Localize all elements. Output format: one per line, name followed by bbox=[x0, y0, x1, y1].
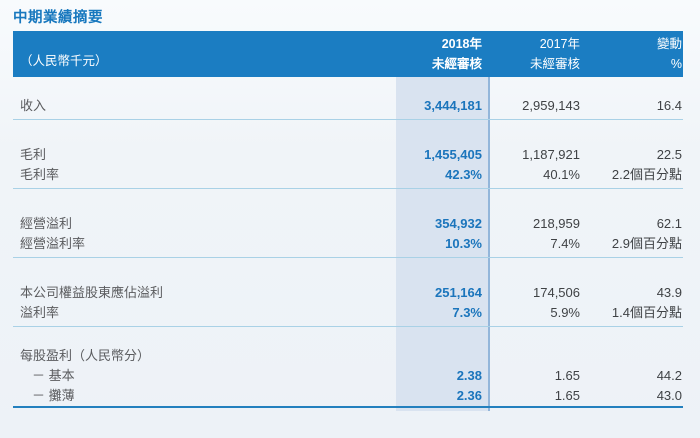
value-2018: 354,932 bbox=[435, 216, 482, 231]
row-label: － 攤薄 bbox=[32, 388, 75, 403]
unit-label-text: （人民幣千元） bbox=[20, 54, 108, 68]
header-unit-label: （人民幣千元） bbox=[13, 31, 396, 77]
value-change: 43.9 bbox=[656, 285, 682, 300]
value-2017: 218,959 bbox=[533, 216, 580, 231]
value-2017: 40.1% bbox=[543, 167, 580, 182]
table-row: － 基本 2.38 1.65 44.2 bbox=[13, 366, 683, 386]
header-2017-year: 2017年 bbox=[539, 37, 580, 51]
value-change: 43.0 bbox=[656, 388, 682, 403]
header-2018-unaudited: 未經審核 bbox=[431, 57, 482, 71]
row-label: 溢利率 bbox=[20, 305, 60, 320]
interim-results-summary-table: （人民幣千元） 2018年 未經審核 2017年 未經審核 變動 % 收入 3,… bbox=[13, 31, 683, 411]
header-change-percent: % bbox=[670, 57, 682, 71]
table-row: － 攤薄 2.36 1.65 43.0 bbox=[13, 386, 683, 406]
row-label: 每股盈利（人民幣分） bbox=[20, 348, 151, 363]
value-change: 22.5 bbox=[656, 147, 682, 162]
header-col-2018: 2018年 未經審核 bbox=[396, 31, 490, 77]
value-2017: 174,506 bbox=[533, 285, 580, 300]
value-2018: 42.3% bbox=[445, 167, 482, 182]
value-2017: 1.65 bbox=[554, 388, 580, 403]
value-change bbox=[580, 346, 683, 366]
value-change: 16.4 bbox=[656, 98, 682, 113]
page-title: 中期業績摘要 bbox=[13, 10, 103, 26]
column-2018-highlight-band bbox=[396, 77, 490, 411]
value-change: 44.2 bbox=[656, 368, 682, 383]
value-2018 bbox=[396, 346, 490, 366]
header-2017-unaudited: 未經審核 bbox=[529, 57, 580, 71]
row-label: 經營溢利率 bbox=[20, 236, 86, 251]
value-2017: 1,187,921 bbox=[522, 147, 580, 162]
table-row: 每股盈利（人民幣分） bbox=[13, 346, 683, 366]
value-change: 1.4個百分點 bbox=[611, 305, 682, 320]
table-row: 收入 3,444,181 2,959,143 16.4 bbox=[13, 96, 683, 116]
header-2018-year: 2018年 bbox=[441, 37, 482, 51]
row-label: 收入 bbox=[20, 98, 47, 113]
section-gross-profit: 毛利 1,455,405 1,187,921 22.5 毛利率 42.3% 40… bbox=[13, 120, 683, 189]
table-row: 溢利率 7.3% 5.9% 1.4個百分點 bbox=[13, 303, 683, 323]
table-row: 本公司權益股東應佔溢利 251,164 174,506 43.9 bbox=[13, 283, 683, 303]
value-2018: 3,444,181 bbox=[424, 98, 482, 113]
row-label: 經營溢利 bbox=[20, 216, 73, 231]
value-2017: 1.65 bbox=[554, 368, 580, 383]
row-label: － 基本 bbox=[32, 368, 75, 383]
table-header: （人民幣千元） 2018年 未經審核 2017年 未經審核 變動 % bbox=[13, 31, 683, 77]
value-change: 62.1 bbox=[656, 216, 682, 231]
section-revenue: 收入 3,444,181 2,959,143 16.4 bbox=[13, 77, 683, 120]
value-2018: 10.3% bbox=[445, 236, 482, 251]
value-change: 2.2個百分點 bbox=[611, 167, 682, 182]
table-row: 毛利 1,455,405 1,187,921 22.5 bbox=[13, 145, 683, 165]
header-change-label: 變動 bbox=[656, 37, 682, 51]
section-operating-profit: 經營溢利 354,932 218,959 62.1 經營溢利率 10.3% 7.… bbox=[13, 189, 683, 258]
row-label: 本公司權益股東應佔溢利 bbox=[20, 285, 164, 300]
value-2017 bbox=[490, 346, 580, 366]
value-2018: 1,455,405 bbox=[424, 147, 482, 162]
value-change: 2.9個百分點 bbox=[611, 236, 682, 251]
row-label: 毛利 bbox=[20, 147, 47, 162]
table-row: 毛利率 42.3% 40.1% 2.2個百分點 bbox=[13, 165, 683, 185]
table-row: 經營溢利率 10.3% 7.4% 2.9個百分點 bbox=[13, 234, 683, 254]
section-attributable-profit: 本公司權益股東應佔溢利 251,164 174,506 43.9 溢利率 7.3… bbox=[13, 258, 683, 327]
header-col-2017: 2017年 未經審核 bbox=[490, 31, 580, 77]
value-2018: 251,164 bbox=[435, 285, 482, 300]
value-2017: 7.4% bbox=[550, 236, 580, 251]
table-row: 經營溢利 354,932 218,959 62.1 bbox=[13, 214, 683, 234]
section-earnings-per-share: 每股盈利（人民幣分） － 基本 2.38 1.65 44.2 － 攤薄 2.36… bbox=[13, 327, 683, 408]
value-2018: 2.36 bbox=[456, 388, 482, 403]
value-2018: 7.3% bbox=[452, 305, 482, 320]
value-2017: 2,959,143 bbox=[522, 98, 580, 113]
row-label: 毛利率 bbox=[20, 167, 60, 182]
header-col-change: 變動 % bbox=[580, 31, 683, 77]
value-2018: 2.38 bbox=[456, 368, 482, 383]
value-2017: 5.9% bbox=[550, 305, 580, 320]
